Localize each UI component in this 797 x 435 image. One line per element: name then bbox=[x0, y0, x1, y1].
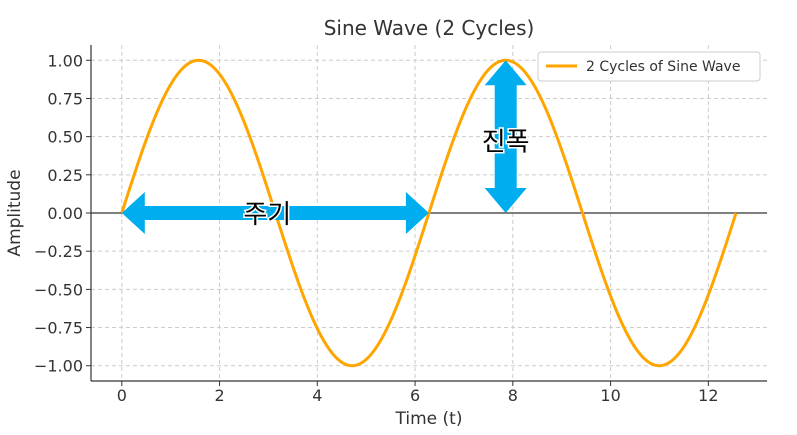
x-tick-label-1: 2 bbox=[214, 386, 224, 405]
x-tick-label-4: 8 bbox=[508, 386, 518, 405]
y-tick-label-4: 0.00 bbox=[47, 204, 83, 223]
x-tick-label-5: 10 bbox=[600, 386, 620, 405]
x-tick-label-0: 0 bbox=[117, 386, 127, 405]
annotation-layer: 주기 진폭 bbox=[121, 60, 531, 234]
annotation-label-0: 주기 bbox=[243, 200, 291, 230]
x-tick-label-2: 4 bbox=[312, 386, 322, 405]
y-tick-label-8: −1.00 bbox=[34, 357, 83, 376]
series-layer bbox=[120, 58, 738, 368]
legend: 2 Cycles of Sine Wave bbox=[537, 51, 761, 82]
y-axis-label: Amplitude bbox=[5, 169, 25, 256]
y-tick-label-7: −0.75 bbox=[34, 319, 83, 338]
annotation-arrow-0 bbox=[121, 192, 429, 234]
chart-title: Sine Wave (2 Cycles) bbox=[324, 16, 535, 40]
annotation-label-1: 진폭 bbox=[482, 128, 530, 158]
y-tick-label-1: 0.75 bbox=[47, 89, 83, 108]
annotation-arrow-1 bbox=[484, 60, 527, 213]
y-tick-label-5: −0.25 bbox=[34, 242, 83, 261]
y-tick-label-3: 0.25 bbox=[47, 166, 83, 185]
legend-box bbox=[537, 51, 761, 82]
x-tick-label-3: 6 bbox=[410, 386, 420, 405]
legend-label: 2 Cycles of Sine Wave bbox=[586, 59, 740, 75]
y-tick-label-6: −0.50 bbox=[34, 280, 83, 299]
ticks-layer: 0 2 4 6 8 10 12 1.00 0.75 0.50 0.25 0.00 −0.25 −0.50 −… bbox=[34, 51, 719, 405]
y-tick-label-0: 1.00 bbox=[47, 51, 83, 70]
x-axis-label: Time (t) bbox=[395, 409, 463, 429]
x-tick-label-6: 12 bbox=[698, 386, 718, 405]
y-tick-label-2: 0.50 bbox=[47, 128, 83, 147]
series-line-0 bbox=[120, 58, 738, 368]
